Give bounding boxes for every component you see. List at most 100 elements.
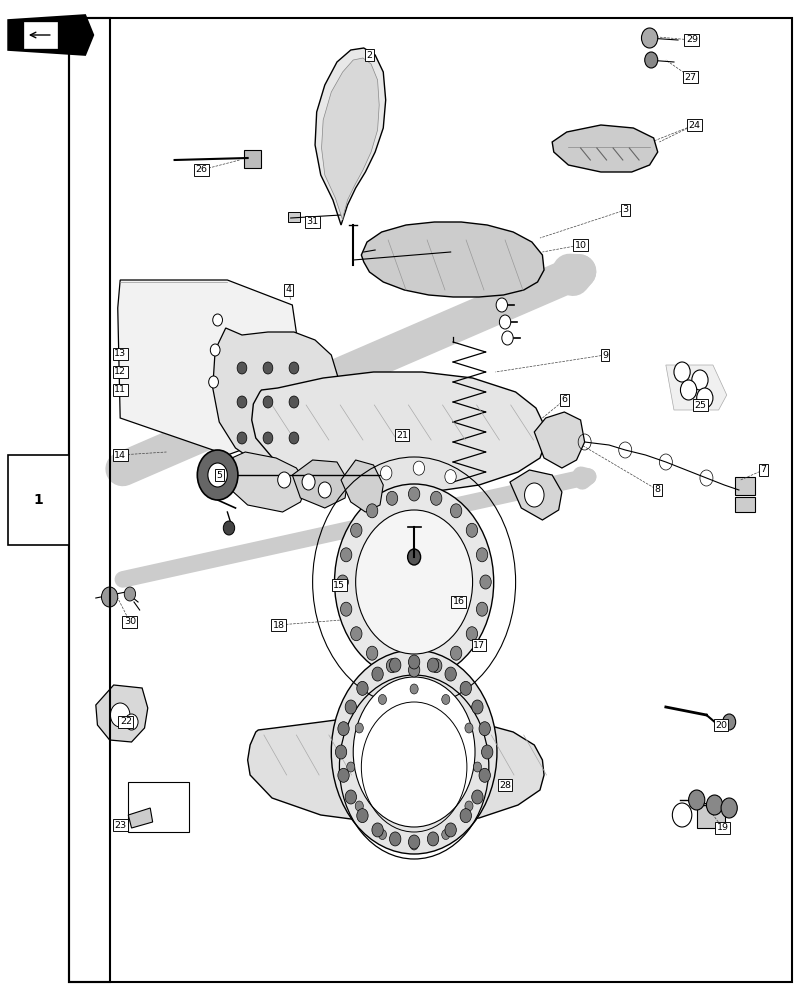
Circle shape: [208, 463, 227, 487]
Circle shape: [386, 491, 397, 505]
Circle shape: [410, 684, 418, 694]
Circle shape: [688, 790, 704, 810]
Circle shape: [478, 768, 490, 782]
Circle shape: [318, 482, 331, 498]
Circle shape: [110, 703, 130, 727]
Polygon shape: [551, 125, 657, 172]
Circle shape: [444, 667, 456, 681]
Polygon shape: [361, 222, 543, 297]
Circle shape: [478, 722, 490, 736]
Text: 4: 4: [285, 286, 291, 294]
Text: 9: 9: [601, 351, 607, 360]
Circle shape: [479, 575, 491, 589]
Polygon shape: [292, 460, 347, 508]
Text: 31: 31: [307, 218, 318, 227]
Text: 13: 13: [114, 350, 126, 359]
Bar: [69, 18, 791, 982]
Circle shape: [223, 521, 234, 535]
Text: 15: 15: [333, 580, 345, 589]
Circle shape: [125, 714, 138, 730]
Circle shape: [471, 700, 483, 714]
Bar: [677, 382, 702, 402]
Polygon shape: [247, 715, 543, 822]
Circle shape: [386, 659, 397, 673]
Circle shape: [366, 504, 377, 518]
Circle shape: [473, 762, 481, 772]
Circle shape: [496, 298, 507, 312]
Circle shape: [673, 362, 689, 382]
Circle shape: [380, 466, 392, 480]
Circle shape: [208, 376, 218, 388]
Bar: [243, 150, 261, 168]
Circle shape: [353, 677, 474, 827]
Polygon shape: [8, 15, 93, 55]
Circle shape: [465, 723, 473, 733]
Text: 1: 1: [33, 493, 44, 507]
Circle shape: [410, 840, 418, 850]
Circle shape: [444, 823, 456, 837]
Circle shape: [389, 832, 401, 846]
Circle shape: [427, 658, 438, 672]
Polygon shape: [24, 22, 57, 48]
Circle shape: [413, 461, 424, 475]
Text: 27: 27: [684, 73, 695, 82]
Circle shape: [289, 396, 298, 408]
Circle shape: [212, 314, 222, 326]
Polygon shape: [534, 412, 584, 468]
Polygon shape: [251, 372, 545, 492]
Circle shape: [466, 523, 477, 537]
Circle shape: [465, 801, 473, 811]
Text: 11: 11: [114, 385, 126, 394]
Polygon shape: [509, 470, 561, 520]
Bar: [288, 212, 300, 222]
Circle shape: [430, 491, 441, 505]
Circle shape: [460, 809, 471, 823]
Circle shape: [337, 768, 349, 782]
Circle shape: [356, 681, 367, 695]
Circle shape: [237, 396, 247, 408]
Text: 18: 18: [272, 620, 284, 630]
Bar: [734, 497, 754, 512]
Circle shape: [350, 627, 362, 641]
Circle shape: [302, 474, 315, 490]
Circle shape: [389, 658, 401, 672]
Bar: [323, 480, 341, 498]
Text: 25: 25: [694, 400, 706, 410]
Circle shape: [124, 587, 135, 601]
Circle shape: [354, 723, 363, 733]
Circle shape: [720, 798, 736, 818]
Circle shape: [340, 548, 351, 562]
Text: 8: 8: [654, 486, 660, 494]
Text: 7: 7: [759, 466, 766, 475]
Text: 17: 17: [473, 641, 484, 650]
Circle shape: [691, 370, 707, 390]
Circle shape: [441, 694, 449, 704]
Text: 21: 21: [396, 430, 407, 440]
Text: 26: 26: [195, 165, 207, 174]
Text: 29: 29: [685, 35, 697, 44]
Text: 5: 5: [216, 471, 222, 480]
Text: 3: 3: [621, 206, 628, 215]
Bar: [69, 18, 109, 982]
Polygon shape: [227, 452, 307, 512]
Circle shape: [263, 362, 272, 374]
Polygon shape: [341, 460, 383, 512]
Bar: [8, 455, 69, 545]
Circle shape: [430, 659, 441, 673]
Circle shape: [696, 388, 712, 408]
Text: 6: 6: [560, 395, 567, 404]
Text: 24: 24: [688, 120, 699, 129]
Circle shape: [263, 396, 272, 408]
Text: 23: 23: [114, 820, 126, 830]
Circle shape: [345, 700, 356, 714]
Circle shape: [331, 650, 496, 854]
Circle shape: [346, 762, 354, 772]
Circle shape: [355, 510, 472, 654]
Circle shape: [263, 432, 272, 444]
Circle shape: [366, 646, 377, 660]
Circle shape: [441, 830, 449, 840]
Circle shape: [408, 487, 419, 501]
Polygon shape: [315, 48, 385, 225]
Circle shape: [334, 484, 493, 680]
Polygon shape: [212, 328, 341, 465]
